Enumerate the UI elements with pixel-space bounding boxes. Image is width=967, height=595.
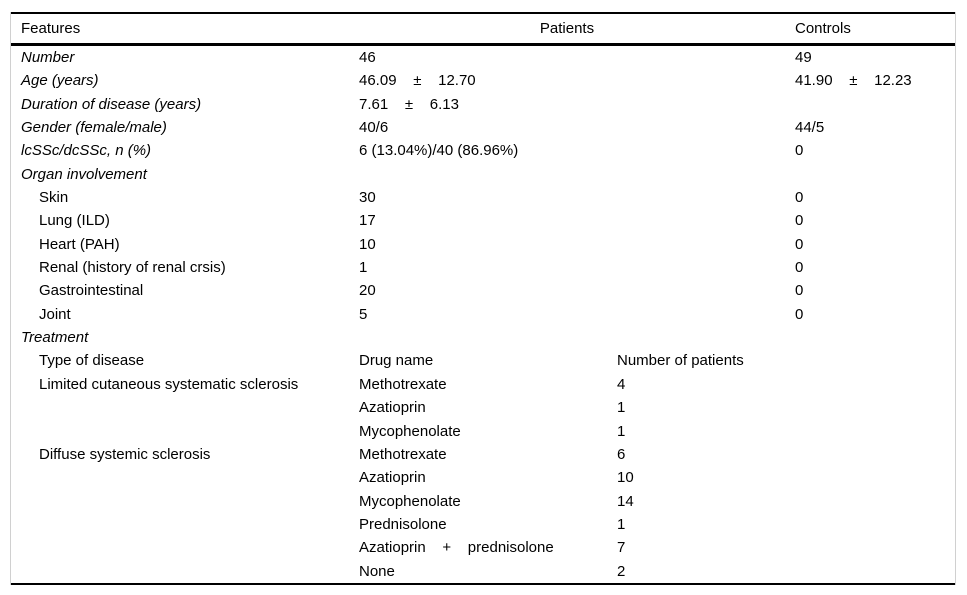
controls-value-cell: 0 <box>795 142 804 160</box>
patients-value-cell: Prednisolone <box>359 515 447 533</box>
table-row: Treatment <box>11 326 955 349</box>
patient-characteristics-table: Features Patients Controls Number 46 49 … <box>10 12 956 585</box>
patients-count-cell: 2 <box>617 562 626 580</box>
controls-value-cell: 41.90 ± 12.23 <box>795 72 912 90</box>
patients-value-cell: Azatioprin <box>359 469 426 487</box>
patients-count-cell: 1 <box>617 422 626 440</box>
patients-value-cell: 5 <box>359 305 368 323</box>
feature-cell: Limited cutaneous systematic sclerosis <box>39 375 299 393</box>
table-row: None 2 <box>11 560 955 583</box>
table-row: Gastrointestinal 20 0 <box>11 279 955 302</box>
patients-value-cell: 6 (13.04%)/40 (86.96%) <box>359 142 519 160</box>
feature-cell: Treatment <box>21 329 89 347</box>
feature-cell: Heart (PAH) <box>39 235 120 253</box>
table-header-row: Features Patients Controls <box>11 14 955 43</box>
table-row: Number 46 49 <box>11 46 955 69</box>
table-row: Organ involvement <box>11 163 955 186</box>
table-row: Azatioprin + prednisolone 7 <box>11 536 955 559</box>
table-row: Gender (female/male) 40/6 44/5 <box>11 116 955 139</box>
patients-value-cell: Methotrexate <box>359 445 447 463</box>
patients-value-cell: 10 <box>359 235 376 253</box>
feature-cell: Gastrointestinal <box>39 282 144 300</box>
feature-cell: lcSSc/dcSSc, n (%) <box>21 142 152 160</box>
patients-count-cell: Number of patients <box>617 352 744 370</box>
feature-cell: Type of disease <box>39 352 145 370</box>
patients-value-cell: 1 <box>359 259 368 277</box>
controls-value-cell: 0 <box>795 259 804 277</box>
table-header-separator-rule <box>11 43 955 46</box>
patients-count-cell: 1 <box>617 399 626 417</box>
column-header-controls: Controls <box>795 20 851 37</box>
patients-value-cell: Azatioprin <box>359 399 426 417</box>
controls-value-cell: 49 <box>795 49 812 66</box>
patients-count-cell: 10 <box>617 469 634 487</box>
table-row: Renal (history of renal crsis) 1 0 <box>11 256 955 279</box>
table-row: Mycophenolate 14 <box>11 490 955 513</box>
table-row: Duration of disease (years) 7.61 ± 6.13 <box>11 93 955 116</box>
table-bottom-rule <box>11 582 955 585</box>
feature-cell: Joint <box>39 305 71 323</box>
patients-value-cell: 40/6 <box>359 119 389 137</box>
patients-value-cell: Azatioprin + prednisolone <box>359 539 554 557</box>
column-header-features: Features <box>21 20 81 37</box>
table-row: Heart (PAH) 10 0 <box>11 233 955 256</box>
patients-value-cell: 46 <box>359 49 376 66</box>
table-row: Azatioprin 1 <box>11 396 955 419</box>
feature-cell: Diffuse systemic sclerosis <box>39 445 211 463</box>
patients-value-cell: 30 <box>359 189 376 207</box>
table-row: Mycophenolate 1 <box>11 420 955 443</box>
table-row: Joint 5 0 <box>11 303 955 326</box>
table-row: Diffuse systemic sclerosis Methotrexate … <box>11 443 955 466</box>
patients-value-cell: 7.61 ± 6.13 <box>359 95 459 113</box>
feature-cell: Number <box>21 49 75 66</box>
table-row: Prednisolone 1 <box>11 513 955 536</box>
table-row: lcSSc/dcSSc, n (%) 6 (13.04%)/40 (86.96%… <box>11 139 955 162</box>
feature-cell: Lung (ILD) <box>39 212 110 230</box>
patients-value-cell: None <box>359 562 395 580</box>
controls-value-cell: 0 <box>795 235 804 253</box>
patients-value-cell: 20 <box>359 282 376 300</box>
column-header-patients: Patients <box>539 20 595 37</box>
table-row: Lung (ILD) 17 0 <box>11 209 955 232</box>
patients-count-cell: 7 <box>617 539 626 557</box>
patients-value-cell: Drug name <box>359 352 434 370</box>
controls-value-cell: 0 <box>795 282 804 300</box>
patients-value-cell: Mycophenolate <box>359 422 461 440</box>
feature-cell: Gender (female/male) <box>21 119 167 137</box>
patients-count-cell: 4 <box>617 375 626 393</box>
table-row: Azatioprin 10 <box>11 466 955 489</box>
table-body: Number 46 49 Age (years) 46.09 ± 12.70 4… <box>11 46 955 583</box>
patients-value-cell: Mycophenolate <box>359 492 461 510</box>
controls-value-cell: 0 <box>795 212 804 230</box>
table-row: Age (years) 46.09 ± 12.70 41.90 ± 12.23 <box>11 69 955 92</box>
patients-value-cell: 17 <box>359 212 376 230</box>
table-row: Type of disease Drug name Number of pati… <box>11 349 955 372</box>
patients-count-cell: 6 <box>617 445 626 463</box>
feature-cell: Duration of disease (years) <box>21 95 202 113</box>
patients-count-cell: 14 <box>617 492 634 510</box>
patients-value-cell: 46.09 ± 12.70 <box>359 72 476 90</box>
controls-value-cell: 0 <box>795 189 804 207</box>
table-row: Limited cutaneous systematic sclerosis M… <box>11 373 955 396</box>
feature-cell: Renal (history of renal crsis) <box>39 259 226 277</box>
table-top-rule <box>11 12 955 14</box>
feature-cell: Skin <box>39 189 69 207</box>
controls-value-cell: 44/5 <box>795 119 825 137</box>
patients-value-cell: Methotrexate <box>359 375 447 393</box>
feature-cell: Age (years) <box>21 72 99 90</box>
table-row: Skin 30 0 <box>11 186 955 209</box>
feature-cell: Organ involvement <box>21 165 147 183</box>
controls-value-cell: 0 <box>795 305 804 323</box>
patients-count-cell: 1 <box>617 515 626 533</box>
